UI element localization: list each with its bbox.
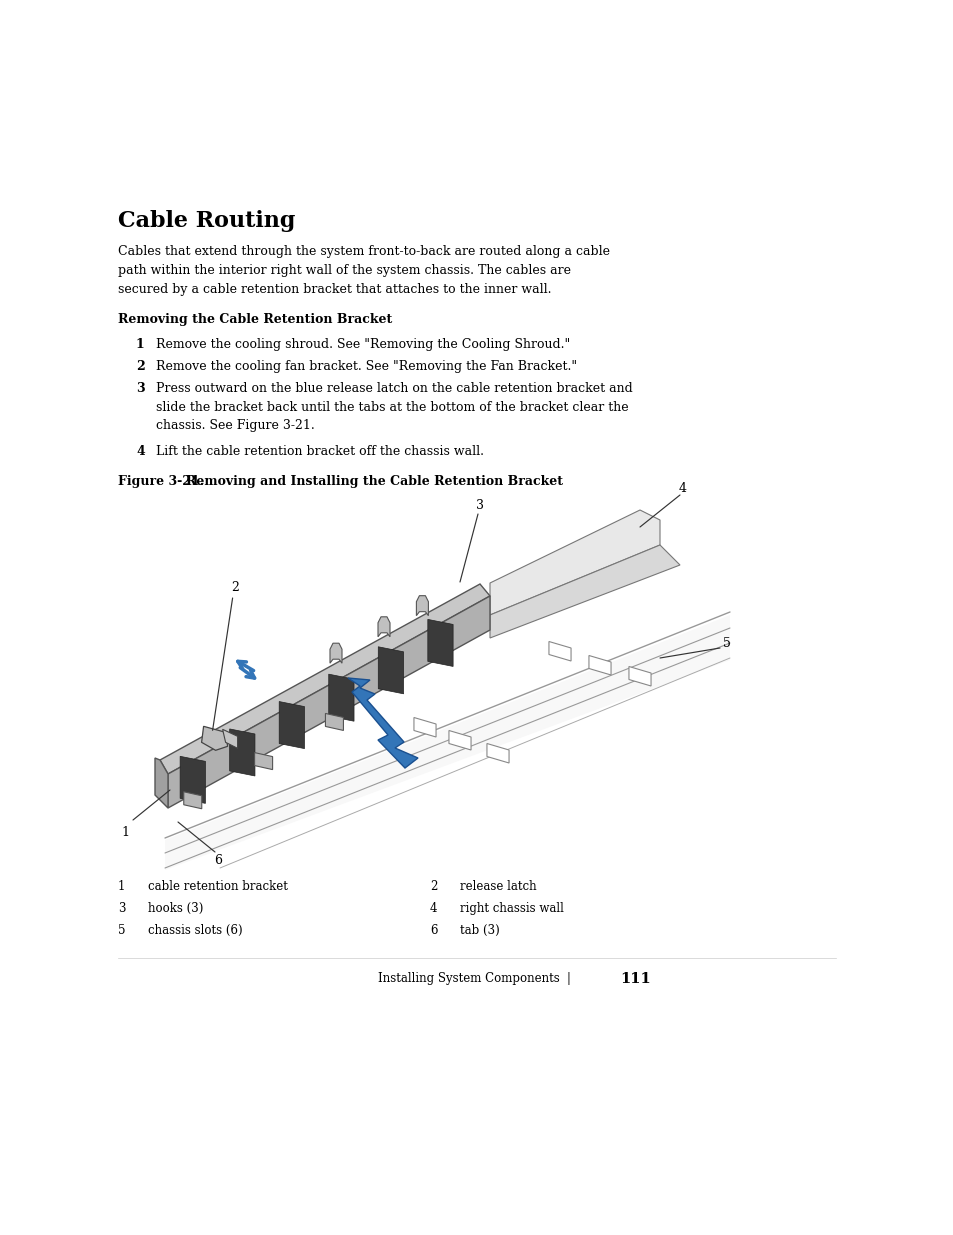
Text: Cable Routing: Cable Routing: [118, 210, 295, 232]
Polygon shape: [168, 597, 490, 808]
Text: Remove the cooling fan bracket. See "Removing the Fan Bracket.": Remove the cooling fan bracket. See "Rem…: [156, 359, 577, 373]
Text: release latch: release latch: [459, 881, 536, 893]
Text: cable retention bracket: cable retention bracket: [148, 881, 288, 893]
Text: 1: 1: [136, 338, 145, 351]
Polygon shape: [222, 730, 237, 748]
Polygon shape: [230, 729, 254, 776]
Text: 4: 4: [136, 445, 145, 458]
Text: Removing the Cable Retention Bracket: Removing the Cable Retention Bracket: [118, 312, 392, 326]
Polygon shape: [325, 714, 343, 730]
Text: Lift the cable retention bracket off the chassis wall.: Lift the cable retention bracket off the…: [156, 445, 483, 458]
Polygon shape: [548, 641, 571, 661]
Polygon shape: [348, 678, 417, 768]
Polygon shape: [490, 545, 679, 638]
Text: Press outward on the blue release latch on the cable retention bracket and
slide: Press outward on the blue release latch …: [156, 382, 632, 432]
Text: Cables that extend through the system front-to-back are routed along a cable
pat: Cables that extend through the system fr…: [118, 245, 609, 296]
Text: Installing System Components: Installing System Components: [377, 972, 559, 986]
Text: 3: 3: [118, 902, 126, 915]
Polygon shape: [486, 743, 509, 763]
Text: 4: 4: [679, 482, 686, 494]
Polygon shape: [330, 643, 341, 663]
Text: Removing and Installing the Cable Retention Bracket: Removing and Installing the Cable Retent…: [186, 475, 562, 488]
Text: |: |: [565, 972, 569, 986]
Polygon shape: [416, 595, 428, 616]
Polygon shape: [165, 615, 729, 869]
Polygon shape: [184, 792, 201, 809]
Text: hooks (3): hooks (3): [148, 902, 203, 915]
Text: 6: 6: [430, 924, 437, 937]
Text: 3: 3: [476, 499, 483, 511]
Polygon shape: [378, 647, 403, 694]
Text: Figure 3-21.: Figure 3-21.: [118, 475, 204, 488]
Text: 3: 3: [136, 382, 145, 395]
Text: 6: 6: [213, 853, 222, 867]
Text: right chassis wall: right chassis wall: [459, 902, 563, 915]
Polygon shape: [279, 701, 304, 748]
Text: chassis slots (6): chassis slots (6): [148, 924, 242, 937]
Polygon shape: [449, 730, 471, 750]
Text: 5: 5: [722, 636, 730, 650]
Polygon shape: [180, 756, 205, 804]
Text: 2: 2: [136, 359, 145, 373]
Polygon shape: [329, 674, 354, 721]
Text: tab (3): tab (3): [459, 924, 499, 937]
Polygon shape: [490, 510, 659, 615]
Text: Remove the cooling shroud. See "Removing the Cooling Shroud.": Remove the cooling shroud. See "Removing…: [156, 338, 570, 351]
Text: 4: 4: [430, 902, 437, 915]
Polygon shape: [427, 620, 453, 667]
Text: 2: 2: [232, 580, 239, 594]
Text: 1: 1: [118, 881, 125, 893]
Polygon shape: [154, 758, 168, 808]
Text: 2: 2: [430, 881, 436, 893]
Text: 5: 5: [118, 924, 126, 937]
Polygon shape: [628, 667, 650, 685]
Polygon shape: [201, 726, 228, 751]
Polygon shape: [588, 656, 611, 676]
Text: 111: 111: [619, 972, 650, 986]
Polygon shape: [254, 752, 273, 769]
Polygon shape: [160, 584, 490, 774]
Polygon shape: [377, 616, 390, 637]
Text: 1: 1: [121, 825, 129, 839]
Polygon shape: [414, 718, 436, 737]
